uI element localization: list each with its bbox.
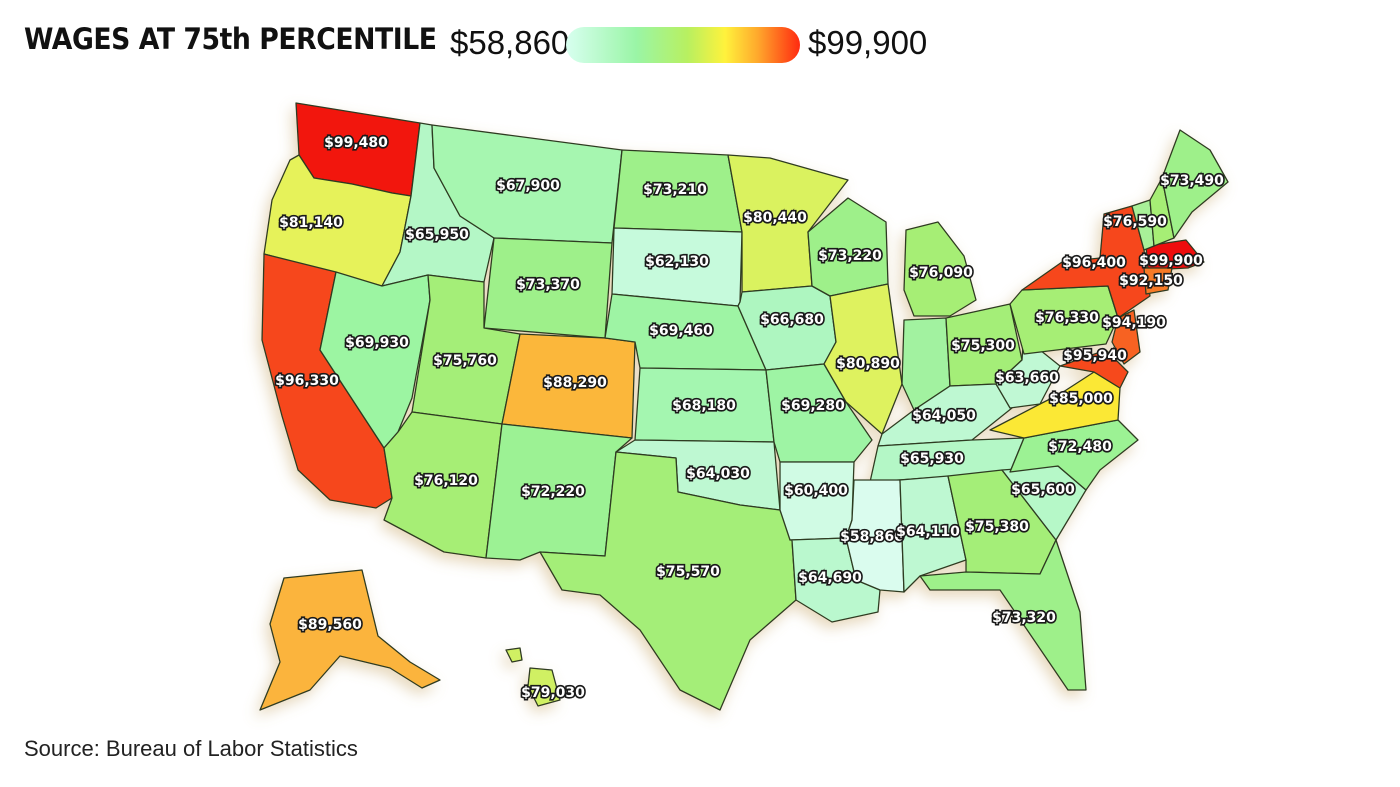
state-label-oh: $75,300 [951,338,1015,354]
state-label-la: $64,690 [798,570,862,586]
state-ak [259,569,441,711]
state-label-ks: $68,180 [672,398,736,414]
state-label-wy: $73,370 [516,277,580,293]
state-label-ok: $64,030 [686,466,750,482]
state-al [899,475,967,593]
state-label-sc: $65,600 [1011,482,1075,498]
state-label-nc: $72,480 [1048,439,1112,455]
state-label-ia: $66,680 [760,312,824,328]
state-label-ny: $96,400 [1062,255,1126,271]
state-label-co: $88,290 [543,375,607,391]
state-co [501,333,636,439]
state-label-hi: $79,030 [521,685,585,701]
state-label-nm: $72,220 [521,484,585,500]
state-label-wa: $99,480 [324,135,388,151]
state-label-al: $64,110 [896,524,960,540]
state-label-nv: $69,930 [345,335,409,351]
state-fl [919,539,1087,691]
state-label-ca: $96,330 [275,373,339,389]
state-label-ma: $99,900 [1139,253,1203,269]
legend-min-label: $58,860 [450,24,570,61]
state-label-ct: $92,150 [1119,273,1183,289]
state-label-nj: $94,190 [1102,315,1166,331]
map-title: WAGES AT 75th PERCENTILE [24,22,437,56]
state-label-az: $76,120 [414,473,478,489]
state-label-tx: $75,570 [656,564,720,580]
state-label-il: $80,890 [836,356,900,372]
state-il [823,283,903,435]
state-label-mi: $76,090 [909,265,973,281]
state-label-mt: $67,900 [496,178,560,194]
state-label-ne: $69,460 [649,323,713,339]
state-nv [319,271,431,449]
state-label-or: $81,140 [279,215,343,231]
state-label-mo: $69,280 [781,398,845,414]
state-me [1161,129,1229,239]
state-label-ky: $64,050 [912,408,976,424]
state-label-tn: $65,930 [900,451,964,467]
state-label-pa: $76,330 [1035,310,1099,326]
state-hi [505,647,561,707]
state-nj [1111,309,1141,365]
state-label-wi: $73,220 [818,248,882,264]
state-label-ms: $58,860 [840,529,904,545]
state-label-ar: $60,400 [784,483,848,499]
state-label-ga: $75,380 [965,519,1029,535]
legend-max-label: $99,900 [808,24,928,61]
state-label-wv: $63,660 [995,370,1059,386]
state-label-va: $85,000 [1049,391,1113,407]
state-label-mn: $80,440 [743,210,807,226]
source-note: Source: Bureau of Labor Statistics [24,736,358,761]
legend-color-scale [566,27,800,63]
state-label-nd: $73,210 [643,182,707,198]
states-layer [259,102,1229,711]
state-label-ut: $75,760 [433,353,497,369]
state-label-sd: $62,130 [645,254,709,270]
state-ma [1145,239,1205,271]
state-label-fl: $73,320 [992,610,1056,626]
state-label-ak: $89,560 [298,617,362,633]
state-label-me: $73,490 [1160,173,1224,189]
state-mi [903,221,977,317]
state-ct [1143,267,1173,295]
state-md [1059,349,1129,389]
state-label-id: $65,950 [405,227,469,243]
labels-layer: $99,480 $81,140 $96,330 $65,950 $69,930 $67,9… [274,133,1226,702]
state-label-md: $95,940 [1063,348,1127,364]
state-label-nh: $76,590 [1103,214,1167,230]
